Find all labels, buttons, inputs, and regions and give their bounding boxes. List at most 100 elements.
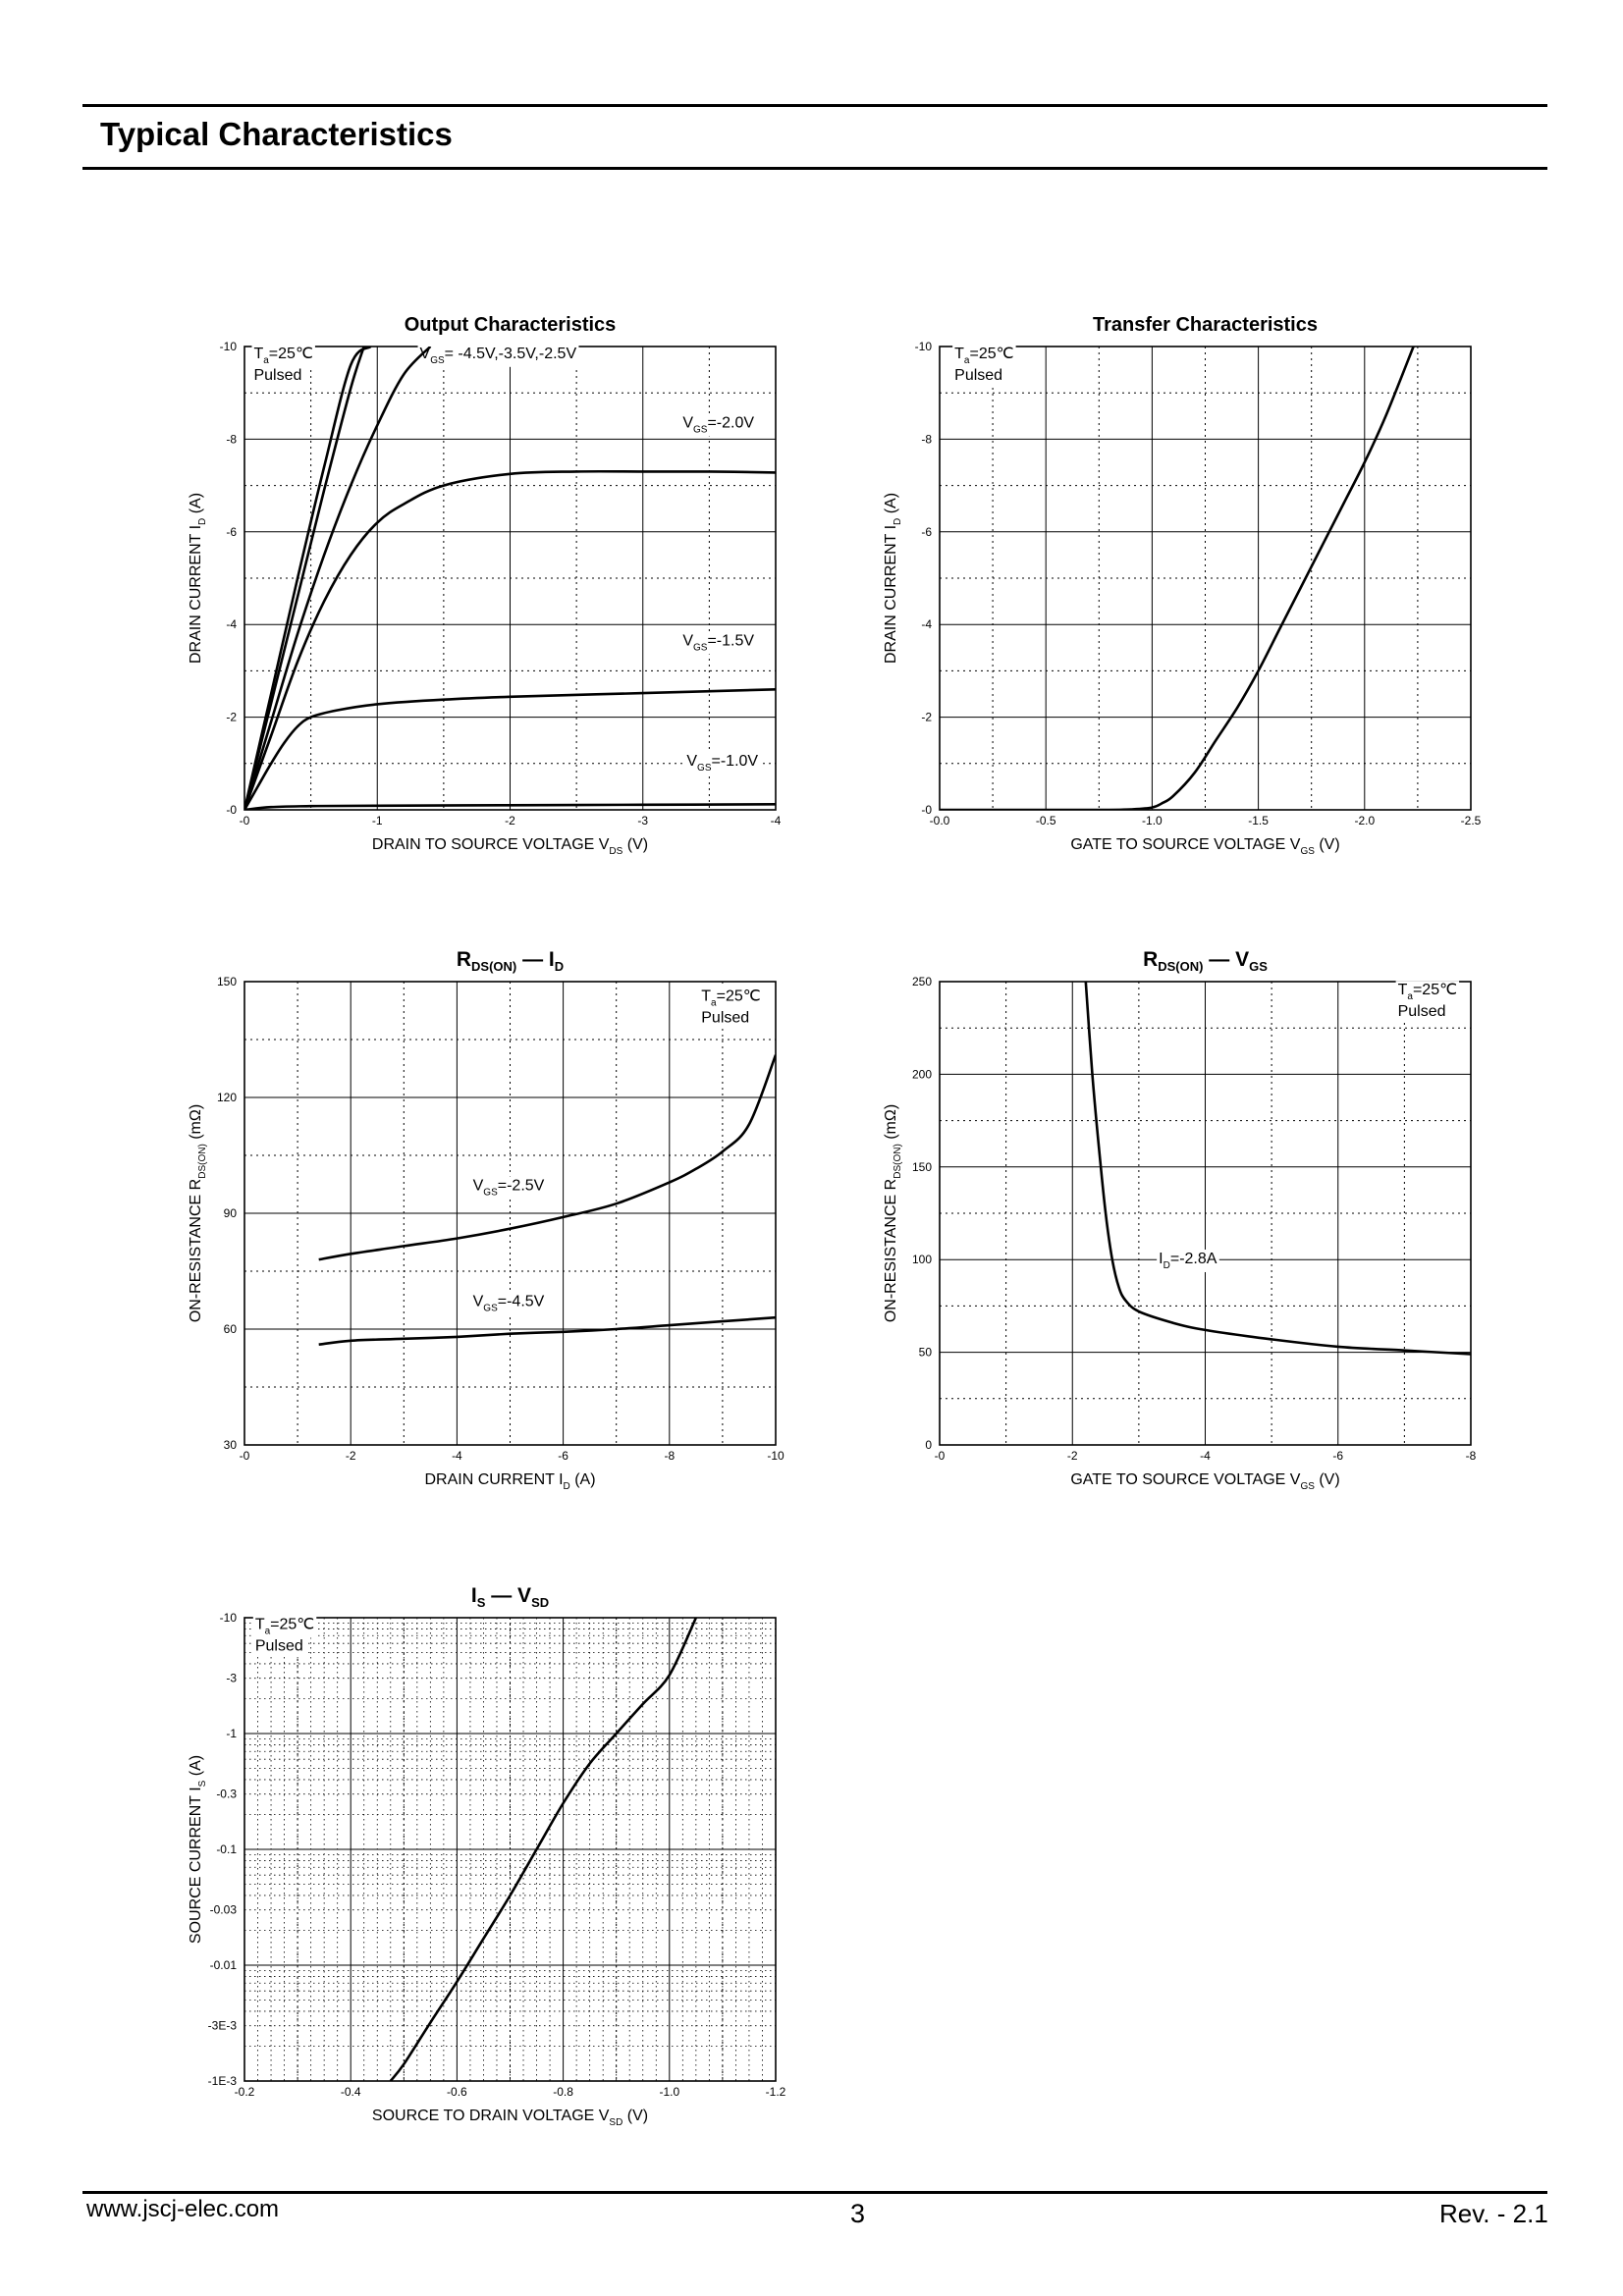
gridlines <box>243 1617 777 2082</box>
series-line <box>244 347 372 810</box>
annotation-background <box>252 1615 317 1638</box>
plot-frame <box>243 1617 777 2082</box>
annotation-background <box>680 413 757 437</box>
y-tick-label: -0.3 <box>216 1788 237 1801</box>
chart-title: RDS(ON) — ID <box>457 948 564 974</box>
annotation-background <box>1395 1002 1448 1022</box>
annotation-label: Pulsed <box>253 367 301 384</box>
annotation-background <box>1157 1249 1219 1272</box>
annotation-label: Pulsed <box>1398 1003 1446 1020</box>
annotation-label: Pulsed <box>954 367 1002 384</box>
y-tick-label: -8 <box>921 432 932 446</box>
series-line <box>1084 982 1471 1356</box>
y-axis-label: DRAIN CURRENT ID (A) <box>883 493 903 664</box>
output-characteristics-chart: -0 -1 -2 -3 -4 -0 -2 -4 -6 -8 -10 Output Characteri… <box>188 314 782 857</box>
y-tick-label: -6 <box>921 525 932 539</box>
y-tick-label: 60 <box>224 1322 238 1336</box>
plot-frame <box>939 346 1472 811</box>
footer-page-number: 3 <box>850 2199 866 2228</box>
x-tick-label: -3 <box>637 814 648 828</box>
y-tick-label: 30 <box>224 1438 238 1452</box>
y-tick-label: -0.01 <box>210 1958 238 1972</box>
series-line <box>244 803 776 810</box>
y-tick-label: -10 <box>915 340 933 353</box>
x-tick-label: -2 <box>505 814 515 828</box>
x-tick-label: -4 <box>452 1449 462 1463</box>
x-tick-label: -8 <box>1466 1449 1477 1463</box>
x-tick-label: -10 <box>767 1449 784 1463</box>
annotation-background <box>251 344 315 367</box>
x-tick-label: -1.2 <box>766 2085 786 2099</box>
y-tick-label: -6 <box>226 525 237 539</box>
chart-title: Output Characteristics <box>405 314 617 336</box>
y-tick-label: -2 <box>226 711 237 724</box>
is-vs-vsd-chart: -0.2 -0.4 -0.6 -0.8 -1.0 -1.2 -1E-3 -3E-3 -0.01 -… <box>188 1584 786 2128</box>
annotation-background <box>684 752 761 775</box>
y-tick-label: -1E-3 <box>208 2074 238 2088</box>
annotation-label: VGS=-2.0V <box>682 415 754 436</box>
y-axis-label: SOURCE CURRENT IS (A) <box>188 1755 208 1944</box>
y-tick-label: -3E-3 <box>208 2019 238 2033</box>
annotation-label: VGS= -4.5V,-3.5V,-2.5V <box>420 346 577 366</box>
y-tick-label: -0 <box>226 803 237 817</box>
annotation-label: Ta=25℃ <box>1398 982 1457 1002</box>
x-tick-label: -6 <box>1332 1449 1343 1463</box>
y-tick-label: -0.1 <box>216 1842 237 1856</box>
x-tick-label: -4 <box>1200 1449 1211 1463</box>
x-tick-label: -0.8 <box>553 2085 573 2099</box>
series-line <box>244 469 776 810</box>
annotation-label: VGS=-1.5V <box>682 632 754 653</box>
y-tick-label: -10 <box>220 340 238 353</box>
y-tick-label: -2 <box>921 711 932 724</box>
x-axis-label: SOURCE TO DRAIN VOLTAGE VSD (V) <box>372 2108 648 2128</box>
annotation-background <box>252 1636 305 1656</box>
plot-frame <box>939 981 1472 1446</box>
annotation-label: VGS=-4.5V <box>473 1293 545 1313</box>
x-tick-label: -4 <box>771 814 782 828</box>
annotation-label: Ta=25℃ <box>255 1616 314 1636</box>
x-tick-label: -2.0 <box>1354 814 1375 828</box>
annotation-label: Pulsed <box>701 1010 749 1027</box>
annotation-background <box>680 631 757 655</box>
annotation-background <box>952 344 1016 367</box>
x-tick-label: -0 <box>935 1449 946 1463</box>
y-tick-label: -1 <box>226 1727 237 1740</box>
x-tick-label: -2 <box>346 1449 356 1463</box>
y-tick-label: -8 <box>226 432 237 446</box>
rdson-vs-vgs-chart: -0 -2 -4 -6 -8 0 50 100 150 200 250 RDS(ON) — VGS GA… <box>883 948 1477 1492</box>
x-tick-label: -1.5 <box>1248 814 1269 828</box>
y-axis-label: ON-RESISTANCE RDS(ON) (mΩ) <box>883 1104 903 1322</box>
x-tick-label: -0.2 <box>235 2085 255 2099</box>
y-tick-label: 250 <box>912 975 932 988</box>
annotation-label: Ta=25℃ <box>954 346 1013 366</box>
y-tick-label: -0.03 <box>210 1903 238 1917</box>
x-axis-label: DRAIN CURRENT ID (A) <box>424 1471 595 1492</box>
y-tick-label: 0 <box>925 1438 932 1452</box>
series-line <box>244 347 432 810</box>
y-tick-label: 150 <box>217 975 237 988</box>
x-tick-label: -0.5 <box>1036 814 1056 828</box>
y-tick-label: -0 <box>921 803 932 817</box>
annotation-background <box>251 365 304 385</box>
x-tick-label: -1 <box>372 814 383 828</box>
rdson-vs-id-chart: -0 -2 -4 -6 -8 -10 30 60 90 120 150 RDS(ON) — ID DRA… <box>188 948 784 1492</box>
y-axis-label: DRAIN CURRENT ID (A) <box>188 493 208 664</box>
gridlines <box>939 346 1472 811</box>
y-tick-label: 120 <box>217 1091 237 1104</box>
annotation-background <box>1395 981 1460 1004</box>
annotation-background <box>417 344 579 367</box>
x-tick-label: -0.6 <box>447 2085 467 2099</box>
chart-title: Transfer Characteristics <box>1093 314 1318 336</box>
annotation-background <box>470 1292 547 1315</box>
y-tick-label: 150 <box>912 1160 932 1174</box>
x-tick-label: -6 <box>558 1449 568 1463</box>
x-tick-label: -0.0 <box>930 814 950 828</box>
footer-website[interactable]: www.jscj-elec.com <box>86 2196 280 2222</box>
x-axis-label: GATE TO SOURCE VOLTAGE VGS (V) <box>1070 836 1339 857</box>
x-axis-label: GATE TO SOURCE VOLTAGE VGS (V) <box>1070 1471 1339 1492</box>
header-top-rule <box>82 104 1547 107</box>
y-axis-label: ON-RESISTANCE RDS(ON) (mΩ) <box>188 1104 208 1322</box>
page-title: Typical Characteristics <box>100 116 453 152</box>
annotation-background <box>699 987 763 1010</box>
